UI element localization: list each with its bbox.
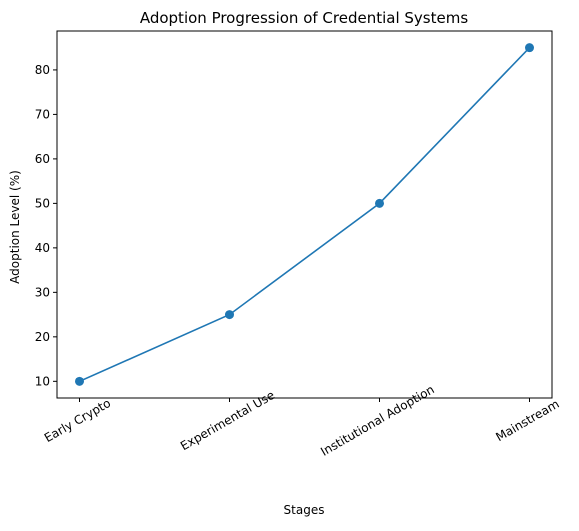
chart-title: Adoption Progression of Credential Syste…	[140, 9, 468, 27]
series-line	[79, 47, 531, 383]
x-axis-label: Stages	[284, 503, 325, 517]
data-point	[375, 198, 384, 208]
y-tick-label: 40	[35, 241, 50, 255]
y-tick-label: 50	[35, 196, 50, 210]
x-tick-label: Early Crypto	[42, 396, 113, 445]
y-tick-label: 80	[35, 63, 50, 77]
y-axis-label: Adoption Level (%)	[8, 170, 22, 284]
y-tick-label: 30	[35, 285, 50, 299]
y-tick-label: 20	[35, 330, 50, 344]
data-point	[75, 376, 84, 386]
x-tick-label: Mainstream	[493, 397, 561, 444]
plot-frame	[56, 30, 553, 399]
data-point	[225, 310, 234, 320]
y-tick-label: 10	[35, 374, 50, 388]
data-point	[525, 43, 534, 53]
x-tick-label: Institutional Adoption	[318, 382, 437, 459]
y-tick-label: 70	[35, 107, 50, 121]
y-tick-label: 60	[35, 152, 50, 166]
